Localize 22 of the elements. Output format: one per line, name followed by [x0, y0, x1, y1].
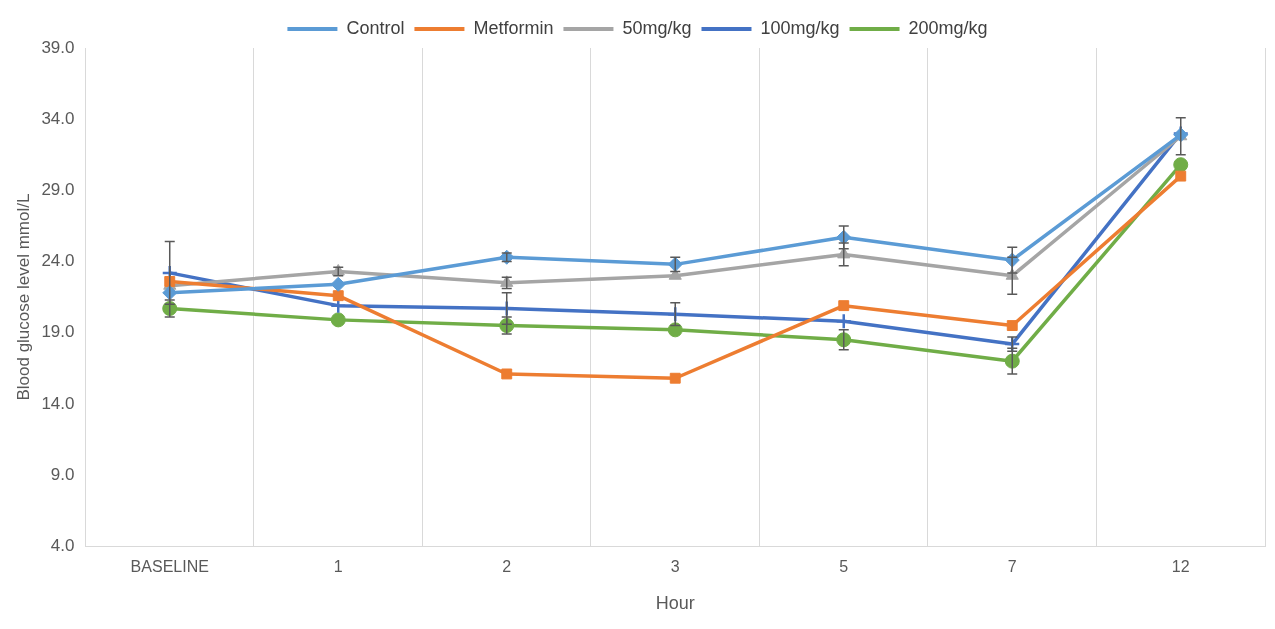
y-tick-label: 19.0 — [41, 322, 75, 342]
y-axis-title: Blood glucose level mmol/L — [13, 193, 33, 401]
y-tick-label: 39.0 — [41, 37, 75, 57]
x-tick-label: 3 — [670, 558, 680, 576]
y-tick-label: 34.0 — [41, 108, 75, 128]
x-axis-title: Hour — [655, 593, 695, 614]
legend-label: Metformin — [473, 17, 554, 38]
x-tick-label: 12 — [1171, 558, 1190, 576]
y-tick-label: 4.0 — [50, 535, 75, 555]
y-tick-label: 14.0 — [41, 393, 75, 413]
x-tick-label: 7 — [1007, 558, 1017, 576]
x-tick-label: 2 — [502, 558, 512, 576]
legend-label: 50mg/kg — [622, 17, 692, 38]
legend-label: 200mg/kg — [908, 17, 988, 38]
legend-label: Control — [346, 17, 405, 38]
y-tick-label: 9.0 — [50, 464, 75, 484]
y-tick-label: 24.0 — [41, 251, 75, 271]
x-tick-label: BASELINE — [130, 558, 209, 576]
x-tick-label: 1 — [333, 558, 343, 576]
x-tick-label: 5 — [839, 558, 849, 576]
y-tick-label: 29.0 — [41, 180, 75, 200]
legend-label: 100mg/kg — [760, 17, 840, 38]
